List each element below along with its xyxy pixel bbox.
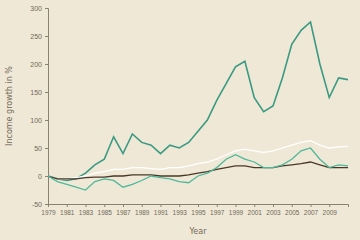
x-tick-mark <box>273 204 274 207</box>
x-tick-mark <box>48 204 49 207</box>
x-tick-label: 2007 <box>304 209 319 216</box>
x-tick-label: 2001 <box>248 209 263 216</box>
x-tick-label: 1999 <box>229 209 244 216</box>
y-tick-mark <box>45 204 48 205</box>
x-tick-label: 1993 <box>173 209 188 216</box>
x-tick: 1995 <box>191 204 206 216</box>
y-tick-mark <box>45 64 48 65</box>
x-tick-label: 2009 <box>323 209 338 216</box>
x-tick-label: 1981 <box>60 209 75 216</box>
y-tick: 150 <box>30 89 48 96</box>
x-tick-mark <box>311 204 312 207</box>
series-line <box>48 148 348 190</box>
x-tick-mark <box>86 204 87 207</box>
x-tick: 2009 <box>323 204 338 216</box>
x-tick: 2005 <box>285 204 300 216</box>
series-line <box>48 141 348 179</box>
y-tick-mark <box>45 148 48 149</box>
y-tick: -50 <box>32 201 48 208</box>
y-tick-label: 250 <box>30 33 42 40</box>
x-tick: 1983 <box>79 204 94 216</box>
plot: -500501001502002503001979198119831985198… <box>30 5 348 216</box>
x-tick-mark <box>161 204 162 207</box>
x-tick: 2001 <box>248 204 263 216</box>
y-tick-label: 50 <box>34 145 42 152</box>
x-tick-mark <box>217 204 218 207</box>
x-tick-mark <box>67 204 68 207</box>
x-tick-mark <box>198 204 199 207</box>
x-tick: 1997 <box>210 204 225 216</box>
x-tick-label: 1991 <box>154 209 169 216</box>
y-axis: -50 0 50 100 150 200 250 300 <box>30 5 48 208</box>
lines <box>48 22 348 190</box>
x-tick-mark <box>329 204 330 207</box>
x-tick-mark <box>254 204 255 207</box>
y-tick: 50 <box>34 145 48 152</box>
x-tick-label: 1995 <box>191 209 206 216</box>
x-tick-label: 1979 <box>41 209 56 216</box>
x-tick: 1987 <box>116 204 131 216</box>
x-tick-mark <box>236 204 237 207</box>
x-tick-mark <box>142 204 143 207</box>
y-tick-mark <box>45 120 48 121</box>
chart: -500501001502002503001979198119831985198… <box>0 0 360 240</box>
x-tick-mark <box>123 204 124 207</box>
y-tick-mark <box>45 8 48 9</box>
y-tick: 300 <box>30 5 48 12</box>
x-axis-title: Year <box>189 227 208 236</box>
y-tick: 100 <box>30 117 48 124</box>
y-axis-line <box>45 9 49 205</box>
y-tick: 250 <box>30 33 48 40</box>
y-axis-title: Income growth in % <box>5 66 14 146</box>
x-tick: 1993 <box>173 204 188 216</box>
x-tick: 1979 <box>41 204 56 216</box>
x-tick: 2007 <box>304 204 319 216</box>
x-tick: 1989 <box>135 204 150 216</box>
y-tick-mark <box>45 176 48 177</box>
y-tick-label: -50 <box>32 201 42 208</box>
x-axis-line <box>49 205 349 208</box>
y-tick-label: 0 <box>38 173 42 180</box>
y-tick-label: 100 <box>30 117 42 124</box>
x-tick-label: 1985 <box>98 209 113 216</box>
x-tick: 1981 <box>60 204 75 216</box>
y-tick-mark <box>45 36 48 37</box>
x-tick-label: 2005 <box>285 209 300 216</box>
x-tick: 1999 <box>229 204 244 216</box>
x-tick: 1985 <box>98 204 113 216</box>
series-line <box>48 22 348 180</box>
y-tick: 200 <box>30 61 48 68</box>
x-tick-mark <box>104 204 105 207</box>
x-tick-mark <box>179 204 180 207</box>
y-tick: 0 <box>38 173 48 180</box>
y-tick-label: 150 <box>30 89 42 96</box>
x-tick-label: 1987 <box>116 209 131 216</box>
x-tick-mark <box>292 204 293 207</box>
x-tick-label: 1997 <box>210 209 225 216</box>
x-tick: 2003 <box>266 204 281 216</box>
y-tick-label: 200 <box>30 61 42 68</box>
y-tick-mark <box>45 92 48 93</box>
x-axis: 1979198119831985198719891991199319951997… <box>41 204 348 216</box>
y-tick-label: 300 <box>30 5 42 12</box>
x-tick: 1991 <box>154 204 169 216</box>
x-tick-label: 1989 <box>135 209 150 216</box>
x-tick-label: 2003 <box>266 209 281 216</box>
x-tick-label: 1983 <box>79 209 94 216</box>
